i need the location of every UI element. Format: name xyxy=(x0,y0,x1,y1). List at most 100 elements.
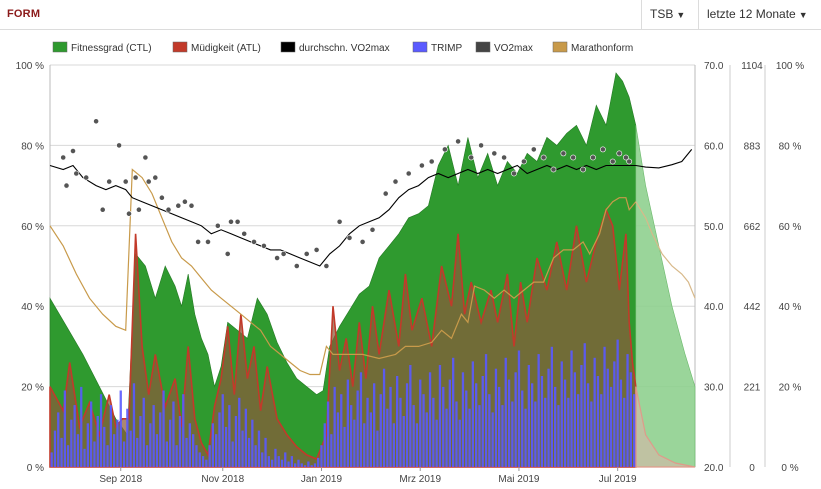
trimp-bar xyxy=(159,412,162,467)
vo2max-point xyxy=(158,194,165,201)
vo2max-point xyxy=(142,154,149,161)
vo2max-axis-tick: 50.0 xyxy=(704,222,724,233)
trimp-bar xyxy=(442,386,445,467)
trimp-bar xyxy=(633,394,636,467)
vo2max-point xyxy=(623,154,629,161)
trimp-bar xyxy=(320,445,323,467)
trimp-bar xyxy=(169,419,172,467)
vo2max-point xyxy=(145,178,152,185)
trimp-bar xyxy=(192,434,195,467)
trimp-bar xyxy=(501,405,504,467)
trimp-bar xyxy=(294,463,297,467)
right-axis-tick: 20 % xyxy=(779,383,802,394)
trimp-bar xyxy=(494,368,498,467)
trimp-axis-tick: 662 xyxy=(744,222,761,233)
trimp-bar xyxy=(435,419,438,467)
trimp-bar xyxy=(593,357,596,467)
vo2max-average-line xyxy=(49,149,693,267)
period-select[interactable]: letzte 12 Monate ▼ xyxy=(698,0,816,29)
trimp-bar xyxy=(73,405,76,467)
trimp-bar xyxy=(201,456,205,467)
trimp-bar xyxy=(145,445,149,467)
vo2max-point xyxy=(132,174,139,181)
vo2max-point xyxy=(560,150,567,157)
trimp-bar xyxy=(80,386,83,467)
trimp-bar xyxy=(317,457,320,467)
vo2max-point xyxy=(175,202,182,209)
trimp-bar xyxy=(221,394,224,467)
trimp-bar xyxy=(218,412,221,467)
left-axis-tick: 60 % xyxy=(21,222,44,233)
trimp-bar xyxy=(254,445,257,467)
trimp-bar xyxy=(313,463,317,467)
trimp-bar xyxy=(129,430,132,467)
legend-label-atl: Müdigkeit (ATL) xyxy=(191,43,261,54)
trimp-bar xyxy=(471,361,474,467)
trimp-bar xyxy=(310,465,313,467)
trimp-bar xyxy=(205,459,208,467)
vo2max-point xyxy=(93,118,99,125)
trimp-bar xyxy=(481,376,484,467)
trimp-bar xyxy=(517,350,521,467)
vo2max-point xyxy=(122,178,129,185)
trimp-bar xyxy=(563,379,567,467)
vo2max-point xyxy=(392,178,399,185)
legend-swatch-ctl xyxy=(52,41,68,53)
vo2max-point xyxy=(106,178,113,185)
vo2max-point xyxy=(616,150,623,157)
metric-select[interactable]: TSB ▼ xyxy=(641,0,693,29)
trimp-bar xyxy=(531,383,534,468)
trimp-bar xyxy=(274,448,277,467)
vo2max-point xyxy=(60,154,67,161)
trimp-bar xyxy=(155,434,159,467)
legend-label-ctl: Fitnessgrad (CTL) xyxy=(71,43,152,54)
trimp-bar xyxy=(257,430,261,467)
trimp-bar xyxy=(504,357,507,467)
vo2max-axis-tick: 40.0 xyxy=(704,302,724,313)
trimp-bar xyxy=(386,408,389,467)
trimp-axis-tick: 1104 xyxy=(741,61,763,72)
trimp-bar xyxy=(300,463,303,467)
trimp-bar xyxy=(438,365,442,467)
trimp-bar xyxy=(379,394,382,467)
trimp-bar xyxy=(287,461,290,467)
trimp-bar xyxy=(264,437,267,467)
trimp-bar xyxy=(583,343,586,467)
legend-swatch-atl xyxy=(172,41,188,53)
trimp-bar xyxy=(53,430,57,467)
vo2max-point xyxy=(580,166,586,173)
trimp-bar xyxy=(116,419,119,467)
trimp-bar xyxy=(152,405,155,467)
widget-header: FORM TSB ▼ letzte 12 Monate ▼ xyxy=(0,0,821,30)
trimp-bar xyxy=(432,397,435,467)
right-axis-tick: 0 % xyxy=(781,463,798,474)
trimp-bar xyxy=(251,419,254,467)
trimp-bar xyxy=(550,346,553,467)
vo2max-point xyxy=(195,238,201,245)
trimp-axis-tick: 0 xyxy=(749,463,755,474)
vo2max-point xyxy=(511,170,517,177)
trimp-bar xyxy=(132,383,136,468)
trimp-bar xyxy=(211,423,214,467)
x-axis-tick: Jan 2019 xyxy=(301,474,343,485)
trimp-bar xyxy=(626,354,629,467)
vo2max-axis-tick: 20.0 xyxy=(704,463,724,474)
trimp-bar xyxy=(149,423,152,467)
trimp-bar xyxy=(136,437,139,467)
trimp-bar xyxy=(609,386,613,467)
vo2max-point xyxy=(468,154,475,161)
trimp-bar xyxy=(271,459,274,467)
trimp-bar xyxy=(353,419,356,467)
vo2max-point xyxy=(478,142,484,149)
vo2max-point xyxy=(382,190,389,197)
trimp-bar xyxy=(178,416,182,467)
trimp-bar xyxy=(465,390,468,467)
trimp-bar xyxy=(573,372,576,467)
legend-swatch-trimp xyxy=(412,41,428,53)
trimp-bar xyxy=(415,423,419,467)
trimp-bar xyxy=(458,419,461,467)
trimp-bar xyxy=(280,459,284,467)
trimp-bar xyxy=(76,434,80,467)
trimp-bar xyxy=(50,452,53,467)
trimp-bar xyxy=(428,372,432,467)
